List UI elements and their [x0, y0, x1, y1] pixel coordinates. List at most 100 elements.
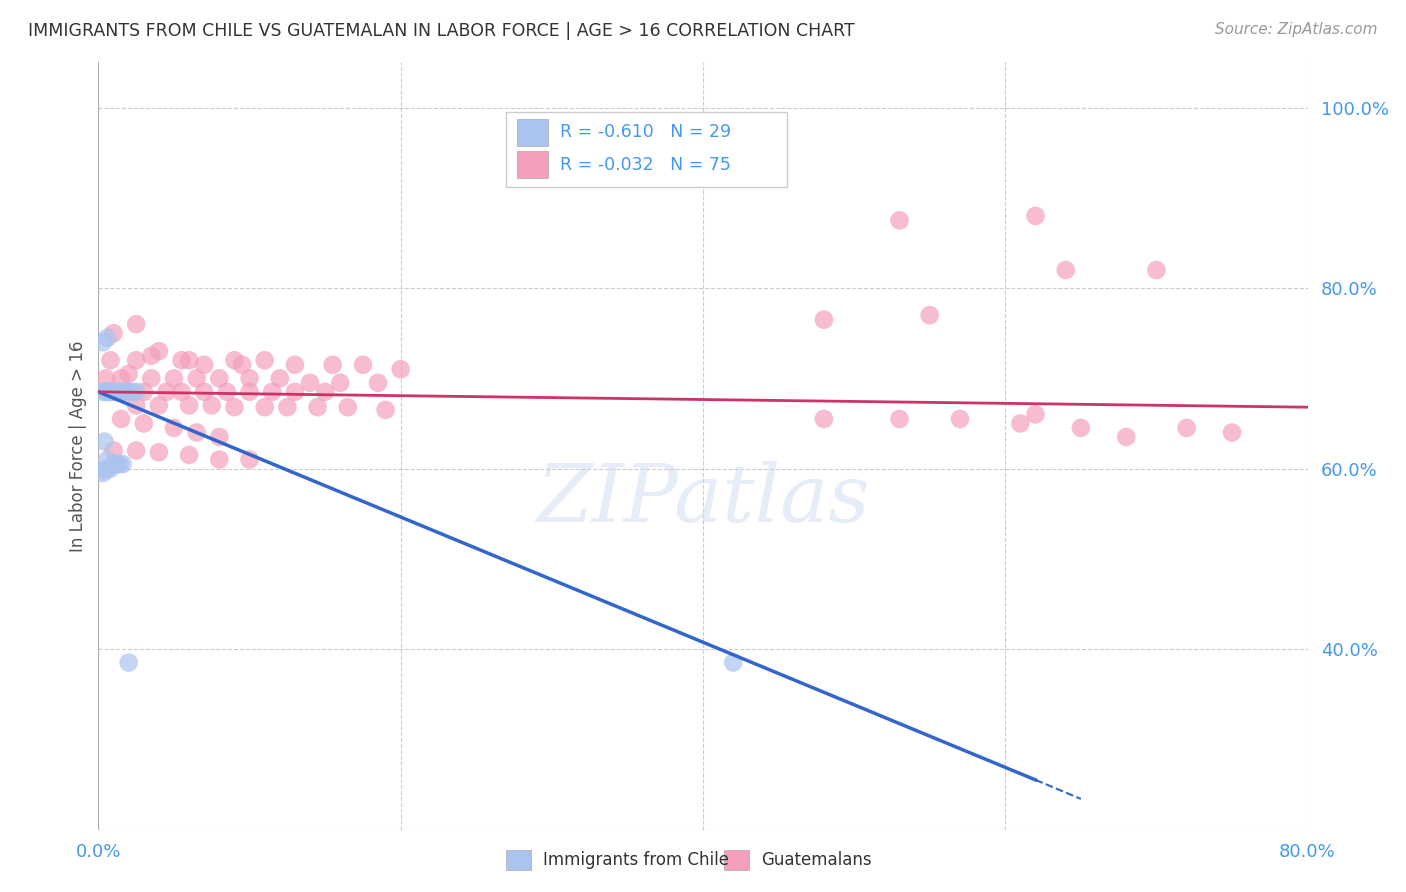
Point — [105, 457, 128, 471]
Point — [141, 349, 163, 363]
Point — [1024, 408, 1046, 422]
Point — [253, 353, 276, 368]
Point — [329, 376, 352, 390]
Point — [148, 344, 170, 359]
Point — [813, 412, 835, 426]
Point — [1010, 417, 1032, 431]
Point — [208, 371, 231, 385]
Point — [299, 376, 322, 390]
Point — [91, 384, 114, 399]
Point — [1024, 209, 1046, 223]
Point — [284, 358, 307, 372]
Point — [239, 384, 262, 399]
Point — [94, 371, 117, 385]
Point — [215, 384, 238, 399]
Point — [284, 384, 307, 399]
Text: Immigrants from Chile: Immigrants from Chile — [543, 851, 728, 869]
Point — [93, 434, 115, 449]
Text: Guatemalans: Guatemalans — [761, 851, 872, 869]
Text: Source: ZipAtlas.com: Source: ZipAtlas.com — [1215, 22, 1378, 37]
Point — [389, 362, 412, 376]
Text: R = -0.610   N = 29: R = -0.610 N = 29 — [560, 123, 731, 141]
Point — [103, 326, 125, 341]
Point — [186, 371, 208, 385]
Point — [141, 371, 163, 385]
Point — [1175, 421, 1198, 435]
Point — [125, 317, 148, 331]
Point — [170, 384, 193, 399]
Text: R = -0.032   N = 75: R = -0.032 N = 75 — [560, 156, 731, 174]
Point — [125, 384, 148, 399]
Point — [132, 384, 155, 399]
Point — [336, 400, 359, 414]
Point — [96, 331, 118, 345]
Point — [111, 384, 134, 399]
Point — [108, 384, 131, 399]
Point — [276, 400, 298, 414]
Point — [96, 452, 118, 467]
Point — [269, 371, 291, 385]
Point — [103, 443, 125, 458]
Point — [239, 371, 262, 385]
Point — [201, 398, 224, 412]
Point — [224, 353, 246, 368]
Point — [239, 452, 262, 467]
Point — [111, 457, 134, 471]
Point — [125, 398, 148, 412]
Point — [105, 384, 128, 399]
Point — [208, 452, 231, 467]
Point — [125, 353, 148, 368]
Point — [148, 398, 170, 412]
Point — [186, 425, 208, 440]
Point — [889, 412, 911, 426]
Point — [307, 400, 329, 414]
Text: ZIPatlas: ZIPatlas — [536, 461, 870, 539]
Point — [1054, 263, 1077, 277]
Point — [114, 384, 136, 399]
Point — [121, 384, 143, 399]
Point — [108, 457, 131, 471]
Point — [374, 403, 396, 417]
Point — [148, 445, 170, 459]
Point — [918, 308, 941, 322]
Point — [110, 412, 132, 426]
Point — [193, 358, 215, 372]
Point — [231, 358, 253, 372]
Point — [889, 213, 911, 227]
Point — [103, 384, 125, 399]
Point — [314, 384, 336, 399]
Point — [949, 412, 972, 426]
Text: IMMIGRANTS FROM CHILE VS GUATEMALAN IN LABOR FORCE | AGE > 16 CORRELATION CHART: IMMIGRANTS FROM CHILE VS GUATEMALAN IN L… — [28, 22, 855, 40]
Point — [813, 312, 835, 326]
Point — [367, 376, 389, 390]
Point — [100, 461, 122, 475]
Point — [352, 358, 374, 372]
Point — [322, 358, 344, 372]
Point — [96, 461, 118, 475]
Point — [118, 656, 141, 670]
Point — [110, 371, 132, 385]
Point — [208, 430, 231, 444]
Point — [110, 384, 132, 399]
Point — [179, 448, 201, 462]
Point — [94, 384, 117, 399]
Point — [103, 457, 125, 471]
Point — [1115, 430, 1137, 444]
Point — [118, 384, 141, 399]
Point — [1220, 425, 1243, 440]
Point — [193, 384, 215, 399]
Point — [155, 384, 177, 399]
Point — [96, 384, 118, 399]
Point — [100, 384, 122, 399]
Point — [179, 353, 201, 368]
Point — [125, 443, 148, 458]
Point — [163, 421, 186, 435]
Point — [262, 384, 284, 399]
Point — [224, 400, 246, 414]
Point — [98, 384, 121, 399]
Point — [723, 656, 745, 670]
Point — [1144, 263, 1167, 277]
Point — [91, 466, 114, 480]
Point — [91, 335, 114, 350]
Point — [179, 398, 201, 412]
